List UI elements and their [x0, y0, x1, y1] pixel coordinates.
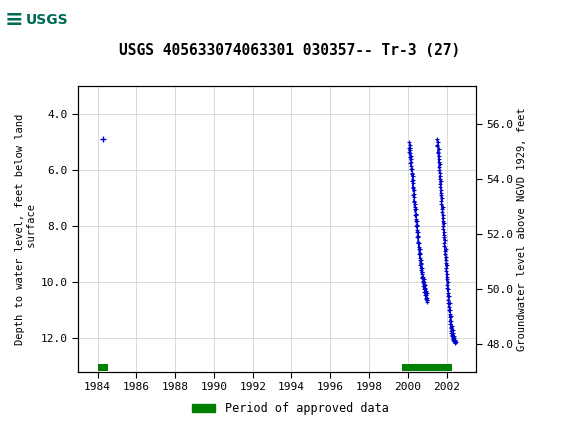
Bar [3, 3, 70, 37]
Legend: Period of approved data: Period of approved data [187, 397, 393, 420]
Text: USGS: USGS [26, 13, 68, 27]
Y-axis label: Depth to water level, feet below land
 surface: Depth to water level, feet below land su… [15, 114, 37, 344]
Text: USGS 405633074063301 030357-- Tr-3 (27): USGS 405633074063301 030357-- Tr-3 (27) [119, 43, 461, 58]
Y-axis label: Groundwater level above NGVD 1929, feet: Groundwater level above NGVD 1929, feet [517, 107, 527, 351]
Text: ≡: ≡ [5, 10, 23, 30]
